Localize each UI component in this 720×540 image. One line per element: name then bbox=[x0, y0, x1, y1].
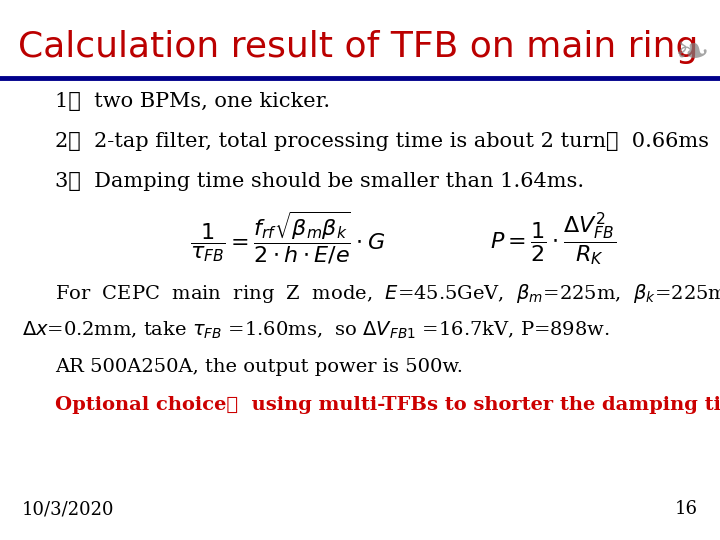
Text: Optional choice；  using multi-TFBs to shorter the damping time.: Optional choice； using multi-TFBs to sho… bbox=[55, 396, 720, 414]
Text: 2，  2-tap filter, total processing time is about 2 turn，  0.66ms: 2， 2-tap filter, total processing time i… bbox=[55, 132, 709, 151]
Text: $P = \dfrac{1}{2} \cdot \dfrac{\Delta V_{FB}^2}{R_K}$: $P = \dfrac{1}{2} \cdot \dfrac{\Delta V_… bbox=[490, 210, 616, 268]
Text: $\dfrac{1}{\tau_{FB}} = \dfrac{f_{rf}\sqrt{\beta_m \beta_k}}{2 \cdot h \cdot E/e: $\dfrac{1}{\tau_{FB}} = \dfrac{f_{rf}\sq… bbox=[190, 210, 385, 266]
Text: Calculation result of TFB on main ring: Calculation result of TFB on main ring bbox=[18, 30, 698, 64]
Text: $\Delta x$=0.2mm, take $\tau_{FB}$ =1.60ms,  so $\Delta V_{FB1}$ =16.7kV, P=898w: $\Delta x$=0.2mm, take $\tau_{FB}$ =1.60… bbox=[22, 320, 610, 341]
Text: For  CEPC  main  ring  Z  mode,  $E$=45.5GeV,  $\beta_m$=225m,  $\beta_k$=225m,: For CEPC main ring Z mode, $E$=45.5GeV, … bbox=[55, 282, 720, 305]
Text: 16: 16 bbox=[675, 500, 698, 518]
Text: AR 500A250A, the output power is 500w.: AR 500A250A, the output power is 500w. bbox=[55, 358, 463, 376]
Text: 3，  Damping time should be smaller than 1.64ms.: 3， Damping time should be smaller than 1… bbox=[55, 172, 584, 191]
Text: ❧: ❧ bbox=[675, 32, 710, 74]
Text: 1，  two BPMs, one kicker.: 1， two BPMs, one kicker. bbox=[55, 92, 330, 111]
Text: 10/3/2020: 10/3/2020 bbox=[22, 500, 114, 518]
